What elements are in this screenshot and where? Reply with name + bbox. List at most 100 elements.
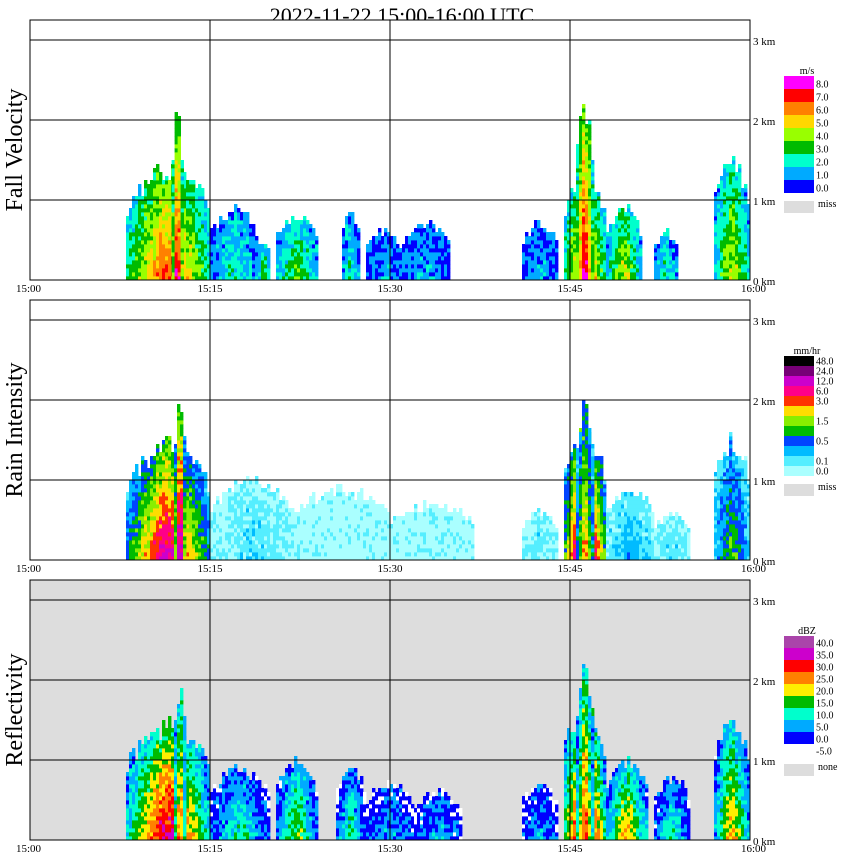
cell [372, 260, 376, 265]
cell [279, 272, 283, 277]
cell [564, 252, 568, 257]
cell [723, 272, 727, 277]
cell [303, 256, 307, 261]
cell [357, 240, 361, 245]
cell [588, 204, 592, 209]
cell [159, 516, 163, 521]
cell [423, 268, 427, 273]
cell [378, 264, 382, 269]
cell [180, 244, 184, 249]
cell [171, 216, 175, 221]
cell [126, 276, 130, 281]
cell [585, 144, 589, 149]
cell [717, 208, 721, 213]
cell [348, 500, 352, 505]
cell [222, 240, 226, 245]
cell [135, 216, 139, 221]
cell [183, 492, 187, 497]
cell [387, 548, 391, 553]
cell [228, 540, 232, 545]
cell [144, 180, 148, 185]
cell [231, 276, 235, 281]
cell [282, 516, 286, 521]
cell [138, 188, 142, 193]
cell [225, 264, 229, 269]
cell [177, 236, 181, 241]
cell [246, 228, 250, 233]
cell [315, 524, 319, 529]
cell [627, 216, 631, 221]
cell [366, 272, 370, 277]
cell [627, 264, 631, 269]
cell [141, 204, 145, 209]
cell [585, 224, 589, 229]
cell [201, 500, 205, 505]
cell [282, 228, 286, 233]
cell [357, 252, 361, 257]
cell [228, 532, 232, 537]
cell [735, 208, 739, 213]
cell [261, 488, 265, 493]
cell [357, 232, 361, 237]
cell [177, 444, 181, 449]
cell [618, 256, 622, 261]
cell [150, 552, 154, 557]
cell [309, 248, 313, 253]
cell [309, 520, 313, 525]
cell [186, 192, 190, 197]
cell [144, 264, 148, 269]
cell [162, 188, 166, 193]
cell [234, 544, 238, 549]
cell [162, 492, 166, 497]
cell [312, 544, 316, 549]
cell [297, 516, 301, 521]
cell [387, 520, 391, 525]
cell [723, 232, 727, 237]
cell [219, 244, 223, 249]
cell [231, 224, 235, 229]
cell [240, 540, 244, 545]
cell [372, 252, 376, 257]
cell [348, 532, 352, 537]
cell [615, 264, 619, 269]
cell [627, 244, 631, 249]
cell [594, 220, 598, 225]
cell [171, 248, 175, 253]
cell [228, 536, 232, 541]
cell [165, 476, 169, 481]
cell [141, 496, 145, 501]
cell [198, 204, 202, 209]
cell [384, 528, 388, 533]
cell [225, 496, 229, 501]
cell [399, 556, 403, 561]
cell [225, 528, 229, 533]
cell [195, 540, 199, 545]
cell [423, 256, 427, 261]
cell [579, 264, 583, 269]
cell [735, 224, 739, 229]
cell [723, 168, 727, 173]
cell [243, 244, 247, 249]
cell [327, 544, 331, 549]
cell [222, 256, 226, 261]
cell [630, 228, 634, 233]
colorbar-swatch [784, 115, 814, 128]
cell [240, 544, 244, 549]
cell [336, 484, 340, 489]
cell [729, 268, 733, 273]
cell [393, 264, 397, 269]
cell [348, 556, 352, 561]
cell [621, 272, 625, 277]
cell [180, 216, 184, 221]
cell [300, 548, 304, 553]
cell [192, 488, 196, 493]
cell [369, 268, 373, 273]
cell [255, 540, 259, 545]
cell [195, 532, 199, 537]
cell [405, 260, 409, 265]
cell [579, 216, 583, 221]
cell [198, 496, 202, 501]
cell [630, 244, 634, 249]
cell [231, 252, 235, 257]
cell [237, 540, 241, 545]
